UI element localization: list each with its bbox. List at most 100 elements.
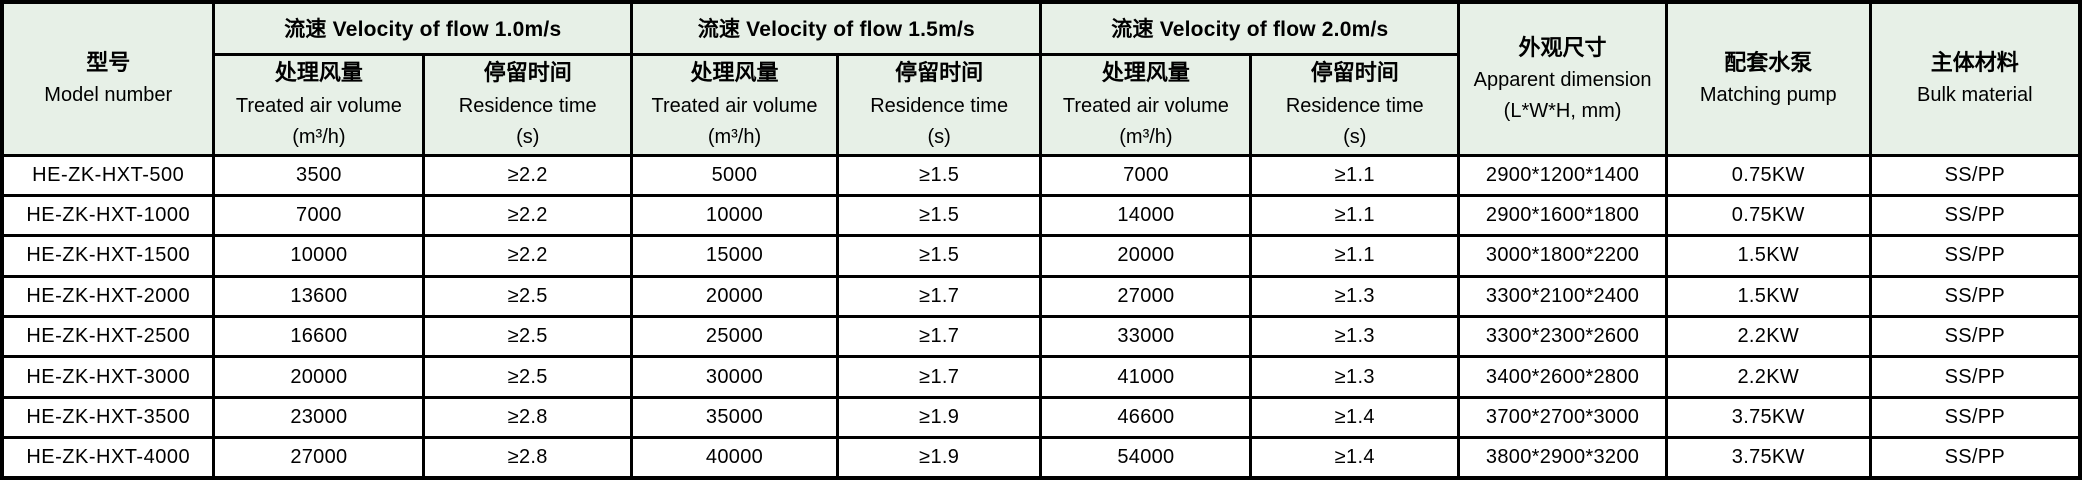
model-cell: HE-ZK-HXT-3000 — [0, 355, 216, 399]
time-2-0-cell: ≥1.1 — [1249, 153, 1461, 197]
time-header-unit: (s) — [1343, 125, 1367, 148]
pump-cell: 3.75KW — [1664, 395, 1872, 440]
col-header-volume-1-5: 处理风量 Treated air volume (m³/h) — [630, 52, 839, 157]
time-1-0-cell: ≥2.8 — [422, 436, 634, 480]
volume-header-zh: 处理风量 — [1101, 60, 1190, 86]
dimension-header-zh: 外观尺寸 — [1518, 34, 1607, 60]
time-1-5-cell: ≥1.5 — [835, 153, 1043, 197]
pump-cell: 0.75KW — [1664, 153, 1872, 197]
volume-1-0-cell: 20000 — [212, 355, 426, 399]
time-1-5-cell: ≥1.7 — [835, 314, 1043, 359]
volume-header-unit: (m³/h) — [1119, 125, 1173, 148]
time-2-0-cell: ≥1.1 — [1249, 234, 1461, 278]
material-cell: SS/PP — [1868, 355, 2082, 399]
header-group-row: 型号 Model number 流速 Velocity of flow 1.0m… — [0, 0, 2082, 157]
velocity-2-0-title: 流速 Velocity of flow 2.0m/s — [1111, 18, 1389, 42]
volume-2-0-cell: 7000 — [1039, 153, 1253, 197]
pump-cell: 1.5KW — [1664, 234, 1872, 278]
volume-1-5-cell: 5000 — [630, 153, 839, 197]
dimension-cell: 3000*1800*2200 — [1457, 234, 1668, 278]
volume-1-5-cell: 15000 — [630, 234, 839, 278]
time-2-0-cell: ≥1.3 — [1249, 314, 1461, 359]
time-header-en: Residence time — [1285, 94, 1424, 117]
col-group-velocity-1-0: 流速 Velocity of flow 1.0m/s — [212, 0, 634, 56]
col-header-dimension: 外观尺寸 Apparent dimension (L*W*H, mm) — [1457, 0, 1668, 157]
col-group-velocity-1-5: 流速 Velocity of flow 1.5m/s — [630, 0, 1043, 56]
time-2-0-cell: ≥1.1 — [1249, 193, 1461, 238]
time-header-unit: (s) — [927, 125, 951, 148]
material-cell: SS/PP — [1868, 274, 2082, 319]
table-row: HE-ZK-HXT-3000 20000 ≥2.5 30000 ≥1.7 410… — [0, 355, 2082, 399]
material-cell: SS/PP — [1868, 436, 2082, 480]
time-1-5-cell: ≥1.7 — [835, 355, 1043, 399]
dimension-cell: 2900*1200*1400 — [1457, 153, 1668, 197]
volume-2-0-cell: 27000 — [1039, 274, 1253, 319]
time-1-5-cell: ≥1.9 — [835, 436, 1043, 480]
model-cell: HE-ZK-HXT-1500 — [0, 234, 216, 278]
model-cell: HE-ZK-HXT-2500 — [0, 314, 216, 359]
pump-cell: 0.75KW — [1664, 193, 1872, 238]
dimension-header-en: Apparent dimension — [1473, 68, 1652, 91]
pump-cell: 2.2KW — [1664, 314, 1872, 359]
volume-1-5-cell: 20000 — [630, 274, 839, 319]
volume-1-0-cell: 3500 — [212, 153, 426, 197]
time-1-5-cell: ≥1.9 — [835, 395, 1043, 440]
volume-1-0-cell: 13600 — [212, 274, 426, 319]
time-1-5-cell: ≥1.5 — [835, 193, 1043, 238]
table-row: HE-ZK-HXT-2500 16600 ≥2.5 25000 ≥1.7 330… — [0, 314, 2082, 359]
time-1-0-cell: ≥2.5 — [422, 314, 634, 359]
time-header-zh: 停留时间 — [895, 60, 984, 86]
material-cell: SS/PP — [1868, 395, 2082, 440]
table-row: HE-ZK-HXT-4000 27000 ≥2.8 40000 ≥1.9 540… — [0, 436, 2082, 480]
time-header-en: Residence time — [870, 94, 1009, 117]
volume-2-0-cell: 33000 — [1039, 314, 1253, 359]
volume-header-unit: (m³/h) — [292, 125, 346, 148]
material-cell: SS/PP — [1868, 193, 2082, 238]
time-2-0-cell: ≥1.4 — [1249, 436, 1461, 480]
volume-2-0-cell: 54000 — [1039, 436, 1253, 480]
table-row: HE-ZK-HXT-500 3500 ≥2.2 5000 ≥1.5 7000 ≥… — [0, 153, 2082, 197]
material-cell: SS/PP — [1868, 234, 2082, 278]
volume-header-en: Treated air volume — [235, 94, 402, 117]
col-header-model: 型号 Model number — [0, 0, 216, 157]
time-1-5-cell: ≥1.5 — [835, 234, 1043, 278]
volume-1-0-cell: 27000 — [212, 436, 426, 480]
material-header-en: Bulk material — [1916, 84, 2033, 107]
col-header-volume-2-0: 处理风量 Treated air volume (m³/h) — [1039, 52, 1253, 157]
material-cell: SS/PP — [1868, 153, 2082, 197]
volume-1-5-cell: 40000 — [630, 436, 839, 480]
volume-1-0-cell: 10000 — [212, 234, 426, 278]
volume-2-0-cell: 14000 — [1039, 193, 1253, 238]
dimension-cell: 3700*2700*3000 — [1457, 395, 1668, 440]
model-cell: HE-ZK-HXT-2000 — [0, 274, 216, 319]
time-header-zh: 停留时间 — [1310, 60, 1399, 86]
time-2-0-cell: ≥1.3 — [1249, 274, 1461, 319]
time-header-unit: (s) — [516, 125, 540, 148]
volume-1-5-cell: 30000 — [630, 355, 839, 399]
time-2-0-cell: ≥1.4 — [1249, 395, 1461, 440]
col-header-time-2-0: 停留时间 Residence time (s) — [1249, 52, 1461, 157]
time-header-en: Residence time — [458, 94, 597, 117]
volume-header-zh: 处理风量 — [274, 60, 363, 86]
time-1-0-cell: ≥2.2 — [422, 193, 634, 238]
velocity-1-5-title: 流速 Velocity of flow 1.5m/s — [697, 18, 975, 42]
model-header-zh: 型号 — [86, 50, 131, 76]
volume-2-0-cell: 20000 — [1039, 234, 1253, 278]
table-row: HE-ZK-HXT-1000 7000 ≥2.2 10000 ≥1.5 1400… — [0, 193, 2082, 238]
volume-2-0-cell: 46600 — [1039, 395, 1253, 440]
model-cell: HE-ZK-HXT-4000 — [0, 436, 216, 480]
time-2-0-cell: ≥1.3 — [1249, 355, 1461, 399]
time-1-0-cell: ≥2.5 — [422, 355, 634, 399]
volume-header-en: Treated air volume — [1062, 94, 1229, 117]
volume-header-en: Treated air volume — [651, 94, 818, 117]
time-1-0-cell: ≥2.2 — [422, 153, 634, 197]
model-cell: HE-ZK-HXT-1000 — [0, 193, 216, 238]
dimension-cell: 3300*2100*2400 — [1457, 274, 1668, 319]
table-header: 型号 Model number 流速 Velocity of flow 1.0m… — [0, 0, 2082, 157]
dimension-cell: 3400*2600*2800 — [1457, 355, 1668, 399]
col-group-velocity-2-0: 流速 Velocity of flow 2.0m/s — [1039, 0, 1461, 56]
table-row: HE-ZK-HXT-2000 13600 ≥2.5 20000 ≥1.7 270… — [0, 274, 2082, 319]
volume-1-5-cell: 10000 — [630, 193, 839, 238]
velocity-1-0-title: 流速 Velocity of flow 1.0m/s — [284, 18, 562, 42]
